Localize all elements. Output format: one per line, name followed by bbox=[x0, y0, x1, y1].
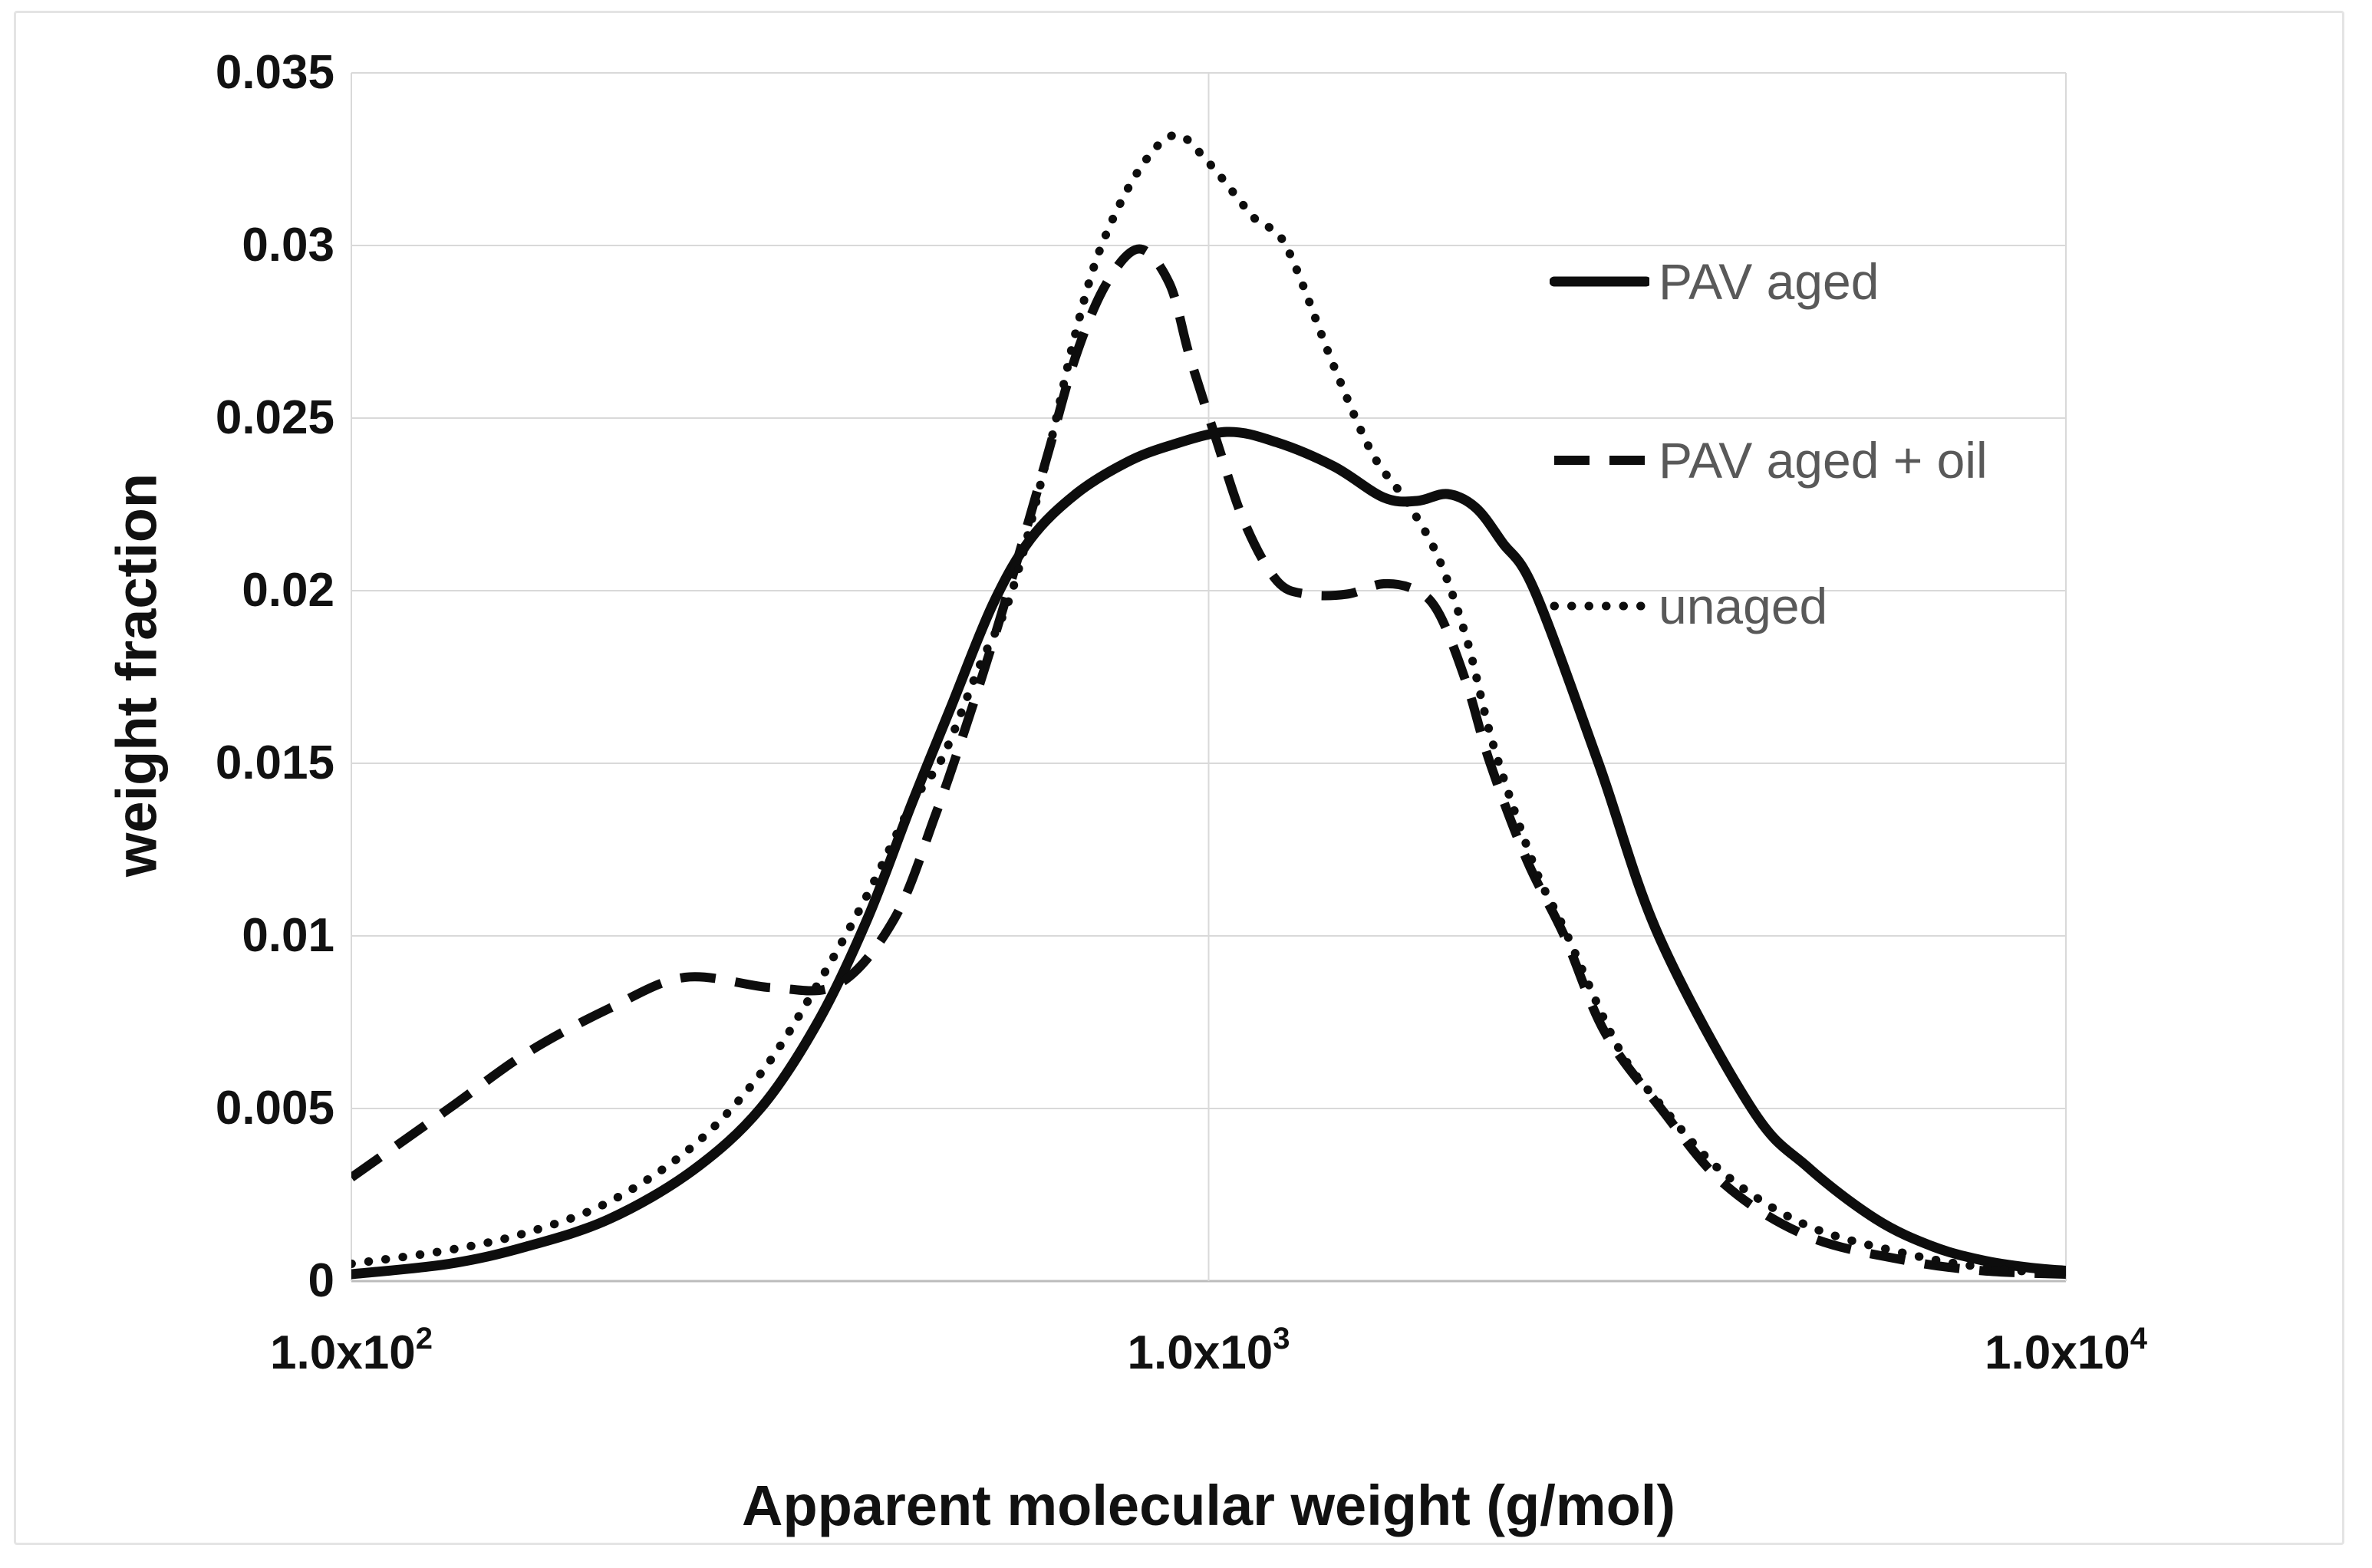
x-tick-base: 1.0x10 bbox=[270, 1326, 416, 1379]
y-tick-label-0.025: 0.025 bbox=[215, 391, 334, 444]
x-tick-label-10e2: 1.0x102 bbox=[190, 1313, 512, 1379]
legend-item-pav-aged-oil: PAV aged + oil bbox=[1550, 430, 1988, 491]
legend-label: PAV aged bbox=[1659, 253, 1879, 310]
y-tick-label-0: 0 bbox=[308, 1254, 334, 1307]
legend-dotted-line-swatch bbox=[1550, 601, 1649, 611]
y-tick-label-0.005: 0.005 bbox=[215, 1082, 334, 1135]
y-tick-label-0.03: 0.03 bbox=[242, 219, 334, 272]
y-tick-label-0.02: 0.02 bbox=[242, 564, 334, 617]
figure-border bbox=[14, 11, 2344, 1545]
legend-dashed-line-swatch bbox=[1554, 456, 1646, 465]
x-tick-exponent: 3 bbox=[1273, 1322, 1290, 1356]
x-tick-exponent: 2 bbox=[415, 1322, 433, 1356]
y-tick-label-0.015: 0.015 bbox=[215, 736, 334, 789]
y-axis-title: weight fraction bbox=[104, 473, 169, 878]
legend-label: unaged bbox=[1659, 578, 1828, 634]
x-tick-base: 1.0x10 bbox=[1985, 1326, 2130, 1379]
legend-solid-line-swatch bbox=[1550, 276, 1649, 287]
x-tick-exponent: 4 bbox=[2130, 1322, 2147, 1356]
x-tick-label-10e4: 1.0x104 bbox=[1905, 1313, 2227, 1379]
series-line-unaged bbox=[351, 130, 2066, 1279]
y-tick-label-0.01: 0.01 bbox=[242, 909, 334, 962]
legend-label: PAV aged + oil bbox=[1659, 432, 1988, 489]
y-tick-label-0.035: 0.035 bbox=[215, 46, 334, 99]
x-axis-title: Apparent molecular weight (g/mol) bbox=[742, 1474, 1675, 1537]
series-line-pav-aged bbox=[351, 427, 2066, 1280]
legend-item-pav-aged: PAV aged bbox=[1550, 251, 1879, 312]
x-tick-label-10e3: 1.0x103 bbox=[1048, 1313, 1370, 1379]
legend-item-unaged: unaged bbox=[1550, 575, 1827, 637]
x-tick-base: 1.0x10 bbox=[1127, 1326, 1273, 1379]
